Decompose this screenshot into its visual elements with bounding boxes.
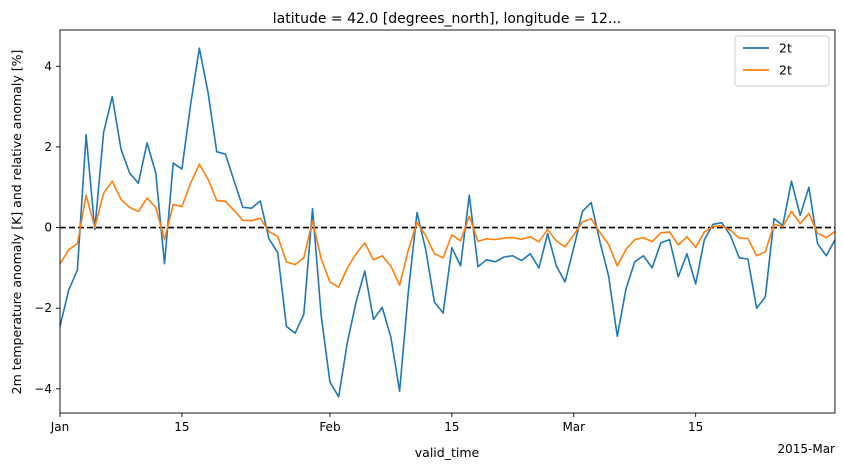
y-axis-label: 2m temperature anomaly [K] and relative … bbox=[9, 50, 24, 395]
x-tick-label: 15 bbox=[688, 420, 703, 434]
y-tick-label: −4 bbox=[34, 382, 52, 396]
x-tick-label: Feb bbox=[319, 420, 340, 434]
series-line-2 bbox=[59, 163, 836, 289]
x-axis-offset-label: 2015-Mar bbox=[777, 442, 835, 456]
y-tick-label: 0 bbox=[44, 221, 52, 235]
x-tick-label: 15 bbox=[174, 420, 189, 434]
x-tick-label: Mar bbox=[562, 420, 585, 434]
y-tick-label: 4 bbox=[44, 59, 52, 73]
x-tick-label: 15 bbox=[444, 420, 459, 434]
y-tick-label: 2 bbox=[44, 140, 52, 154]
legend-label: 2t bbox=[779, 63, 792, 78]
x-axis-label: valid_time bbox=[415, 445, 480, 460]
series-line-1 bbox=[59, 47, 836, 398]
plot-area: −4 −2 0 2 4 Jan 15 Feb 15 Mar 15 2t 2t bbox=[34, 29, 836, 434]
plot-frame bbox=[59, 29, 836, 414]
x-tick-label: Jan bbox=[50, 420, 70, 434]
chart-title: latitude = 42.0 [degrees_north], longitu… bbox=[273, 11, 621, 27]
y-tick-label: −2 bbox=[34, 301, 52, 315]
legend-label: 2t bbox=[779, 41, 792, 56]
